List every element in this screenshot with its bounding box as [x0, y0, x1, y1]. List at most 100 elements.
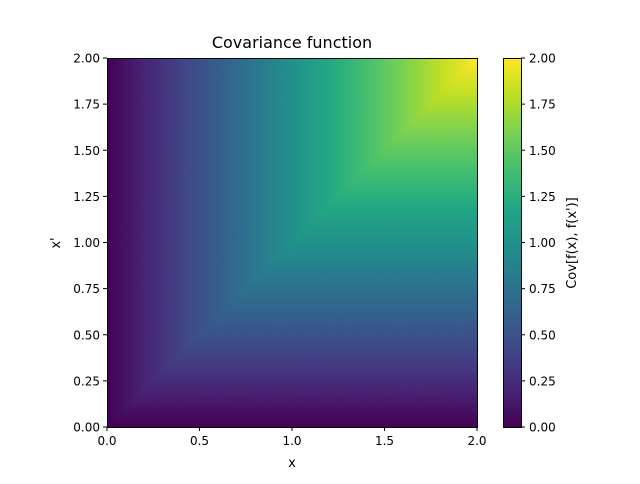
heatmap-cell [421, 327, 426, 332]
heatmap-cell [351, 327, 356, 332]
heatmap-cell [125, 360, 130, 365]
heatmap-cell [269, 401, 275, 406]
heatmap-cell [288, 353, 293, 358]
heatmap-cell [358, 286, 363, 292]
heatmap-cell [162, 397, 167, 402]
heatmap-cell [447, 401, 452, 406]
heatmap-cell [462, 323, 467, 328]
heatmap-cell [118, 283, 123, 288]
heatmap-cell [458, 360, 463, 365]
heatmap-cell [380, 386, 386, 391]
heatmap-cell [406, 345, 411, 351]
heatmap-cell [273, 390, 278, 395]
heatmap-cell [336, 364, 341, 369]
heatmap-cell [121, 279, 127, 284]
heatmap-cell [403, 397, 408, 402]
heatmap-cell [214, 279, 219, 284]
heatmap-cell [303, 272, 308, 277]
heatmap-cell [299, 283, 304, 288]
heatmap-cell [280, 242, 286, 247]
heatmap-cell [162, 353, 167, 358]
heatmap-cell [162, 319, 167, 325]
heatmap-cell [266, 382, 271, 388]
heatmap-cell [358, 272, 363, 277]
heatmap-cell [181, 331, 186, 336]
heatmap-cell [221, 423, 226, 428]
heatmap-cell [166, 312, 171, 317]
heatmap-cell [314, 419, 319, 424]
heatmap-cell [310, 249, 315, 255]
heatmap-cell [162, 286, 167, 292]
heatmap-cell [299, 364, 304, 369]
heatmap-cell [388, 260, 393, 266]
heatmap-cell [173, 349, 178, 354]
heatmap-cell [454, 242, 460, 247]
heatmap-cell [269, 308, 275, 314]
heatmap-cell [465, 408, 471, 413]
heatmap-cell [284, 382, 289, 388]
heatmap-cell [395, 415, 400, 421]
heatmap-cell [181, 390, 186, 395]
heatmap-cell [206, 308, 212, 314]
heatmap-cell [465, 290, 471, 295]
heatmap-cell [155, 253, 160, 258]
heatmap-cell [380, 379, 386, 384]
heatmap-cell [325, 397, 330, 402]
heatmap-cell [340, 367, 345, 373]
heatmap-cell [462, 286, 467, 292]
heatmap-cell [118, 375, 123, 380]
heatmap-cell [243, 272, 249, 277]
heatmap-cell [269, 246, 275, 251]
heatmap-cell [110, 345, 115, 351]
heatmap-cell [221, 412, 226, 417]
heatmap-cell [251, 297, 256, 303]
heatmap-cell [262, 327, 267, 332]
heatmap-cell [462, 397, 467, 402]
heatmap-cell [440, 360, 445, 365]
heatmap-cell [373, 283, 378, 288]
heatmap-cell [195, 301, 201, 306]
heatmap-cell [262, 423, 267, 428]
heatmap-cell [158, 279, 164, 284]
heatmap-cell [465, 390, 471, 395]
heatmap-cell [451, 393, 456, 399]
heatmap-cell [295, 312, 300, 317]
heatmap-cell [454, 356, 460, 362]
heatmap-cell [391, 404, 397, 410]
heatmap-cell [421, 283, 426, 288]
heatmap-cell [181, 294, 186, 299]
heatmap-cell [329, 246, 334, 251]
heatmap-cell [465, 279, 471, 284]
heatmap-cell [243, 342, 249, 347]
heatmap-cell [314, 327, 319, 332]
heatmap-cell [292, 268, 297, 273]
heatmap-cell [366, 349, 371, 354]
heatmap-cell [258, 272, 263, 277]
heatmap-cell [425, 264, 430, 269]
heatmap-cell [188, 249, 193, 255]
heatmap-cell [129, 257, 134, 262]
heatmap-cell [258, 356, 263, 362]
heatmap-cell [147, 408, 152, 413]
heatmap-cell [380, 353, 386, 358]
heatmap-cell [280, 301, 286, 306]
heatmap-cell [214, 393, 219, 399]
heatmap-cell [129, 260, 134, 266]
heatmap-cell [403, 393, 408, 399]
heatmap-cell [395, 408, 400, 413]
heatmap-cell [306, 290, 312, 295]
heatmap-cell [255, 312, 260, 317]
heatmap-cell [388, 327, 393, 332]
heatmap-cell [347, 305, 352, 310]
heatmap-cell [255, 342, 260, 347]
heatmap-cell [181, 379, 186, 384]
heatmap-cell [458, 323, 463, 328]
heatmap-cell [280, 316, 286, 321]
heatmap-cell [199, 316, 204, 321]
heatmap-cell [169, 242, 175, 247]
heatmap-cell [354, 279, 360, 284]
heatmap-cell [336, 297, 341, 303]
heatmap-cell [306, 415, 312, 421]
heatmap-cell [299, 305, 304, 310]
heatmap-cell [462, 305, 467, 310]
